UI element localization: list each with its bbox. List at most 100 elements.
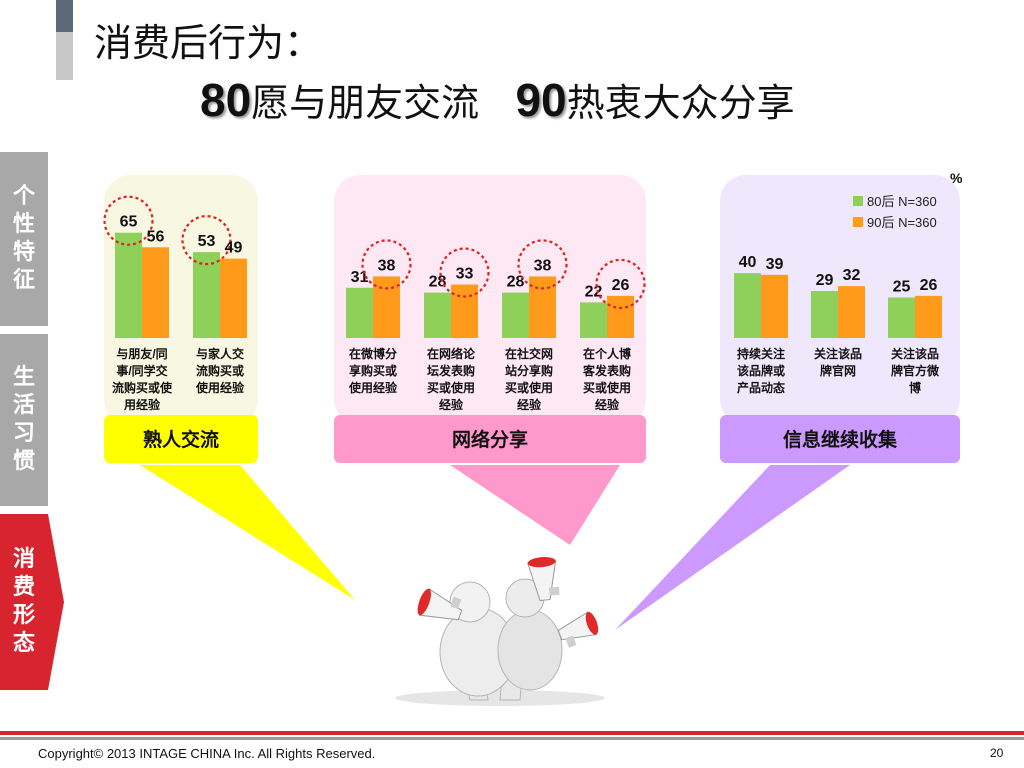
footer-divider-red: [0, 731, 1024, 735]
category-label: 牌官网: [820, 363, 856, 378]
category-label: 经验: [595, 397, 620, 412]
data-label: 40: [739, 254, 757, 271]
category-label: 博: [909, 380, 921, 395]
category-label: 与家人交: [196, 346, 244, 361]
bar-90: [838, 286, 865, 338]
group-label: 熟人交流: [143, 428, 219, 451]
figure-body: [497, 609, 563, 691]
highlight-circle: [517, 239, 568, 290]
bar-80: [734, 273, 761, 338]
group-label-box: [334, 415, 646, 463]
data-label: 49: [225, 240, 243, 257]
category-label: 买或使用: [505, 380, 553, 395]
category-label: 买或使用: [427, 380, 475, 395]
subtitle-text-90: 热衷大众分享: [566, 81, 795, 125]
category-label: 事/同学交: [116, 363, 167, 378]
data-label: 28: [429, 274, 447, 291]
data-label: 65: [120, 214, 138, 231]
page-title: 消费后行为：: [94, 21, 323, 65]
legend-label: 90后 N=360: [867, 215, 937, 230]
group-panel: [104, 175, 258, 425]
sidebar-item-label-wrap: 消费形态: [0, 514, 48, 690]
group-label-box: [720, 415, 960, 463]
group-label: 信息继续收集: [783, 428, 898, 451]
bar-90: [373, 276, 400, 338]
sidebar-item-label: 个性特征: [12, 184, 35, 293]
category-label: 该品牌或: [737, 363, 785, 378]
highlight-circle: [439, 247, 490, 298]
category-label: 关注该品: [814, 346, 862, 361]
bar-90: [915, 295, 942, 338]
bar-80: [346, 287, 373, 338]
category-label: 坛发表购: [427, 363, 475, 378]
category-label: 享购买或: [349, 363, 397, 378]
category-label: 产品动态: [737, 380, 785, 395]
category-label: 关注该品: [891, 346, 939, 361]
sidebar-item-label: 消费形态: [12, 547, 35, 656]
bar-90: [451, 284, 478, 338]
category-label: 用经验: [123, 397, 161, 412]
category-label: 站分享购: [505, 363, 553, 378]
category-label: 买或使用: [583, 380, 631, 395]
data-label: 26: [612, 277, 630, 294]
highlight-circle: [361, 239, 412, 290]
sidebar-item-consumption[interactable]: 消费形态: [0, 514, 64, 690]
data-label: 28: [507, 274, 525, 291]
legend-swatch: [853, 217, 863, 227]
megaphone-icon: [527, 557, 560, 601]
highlight-circle: [595, 258, 646, 309]
group-label-box: [104, 415, 258, 463]
megaphone-icon: [417, 588, 463, 621]
bar-90: [529, 276, 556, 338]
data-label: 33: [456, 266, 474, 283]
bar-90: [142, 247, 169, 338]
sidebar-item-lifestyle[interactable]: 生活习惯: [0, 334, 48, 506]
copyright-text: Copyright© 2013 INTAGE CHINA Inc. All Ri…: [38, 746, 376, 761]
data-label: 39: [766, 256, 784, 273]
data-label: 22: [585, 283, 603, 300]
category-label: 在社交网: [505, 346, 553, 361]
subtitle-number-80: 80: [200, 74, 252, 126]
group-panel: [334, 175, 646, 425]
sidebar-item-label: 生活习惯: [12, 365, 35, 474]
data-label: 25: [893, 279, 911, 296]
unit-label: %: [950, 170, 963, 186]
page-subtitle: 80愿与朋友交流 90热衷大众分享: [200, 72, 795, 127]
category-label: 牌官方微: [891, 363, 940, 378]
bar-90: [607, 295, 634, 338]
data-label: 38: [378, 257, 396, 274]
data-label: 53: [198, 233, 216, 250]
bar-80: [888, 297, 915, 338]
highlight-circle: [103, 195, 154, 246]
category-label: 经验: [439, 397, 464, 412]
data-label: 56: [147, 228, 165, 245]
data-label: 32: [843, 267, 861, 284]
bar-80: [193, 252, 220, 338]
callout-pointer-3: [615, 465, 850, 630]
bar-80: [502, 292, 529, 338]
sidebar-item-personality[interactable]: 个性特征: [0, 152, 48, 326]
bar-90: [761, 274, 788, 338]
group-label: 网络分享: [452, 428, 528, 451]
category-label: 使用经验: [348, 380, 398, 395]
category-label: 流购买或: [196, 363, 244, 378]
bar-80: [811, 291, 838, 338]
page-number: 20: [990, 746, 1004, 760]
highlight-circle: [181, 215, 232, 266]
category-label: 与朋友/同: [116, 346, 167, 361]
data-label: 26: [920, 277, 938, 294]
category-label: 客发表购: [582, 363, 631, 378]
category-label: 在个人博: [583, 346, 631, 361]
bar-chart: 熟人交流 网络分享 信息继续收集% 80后 N=360 90后 N=360 65 56 与朋友…: [103, 170, 963, 706]
legend-swatch: [853, 196, 863, 206]
data-label: 38: [534, 257, 552, 274]
bar-80: [115, 232, 142, 338]
bar-90: [220, 258, 247, 338]
data-label: 29: [816, 272, 834, 289]
category-label: 在网络论: [427, 346, 476, 361]
category-label: 持续关注: [737, 346, 785, 361]
subtitle-text-80: 愿与朋友交流: [251, 81, 480, 125]
category-label: 流购买或使: [112, 380, 173, 395]
megaphone-icon: [557, 611, 599, 648]
callout-pointer-2: [450, 465, 620, 545]
